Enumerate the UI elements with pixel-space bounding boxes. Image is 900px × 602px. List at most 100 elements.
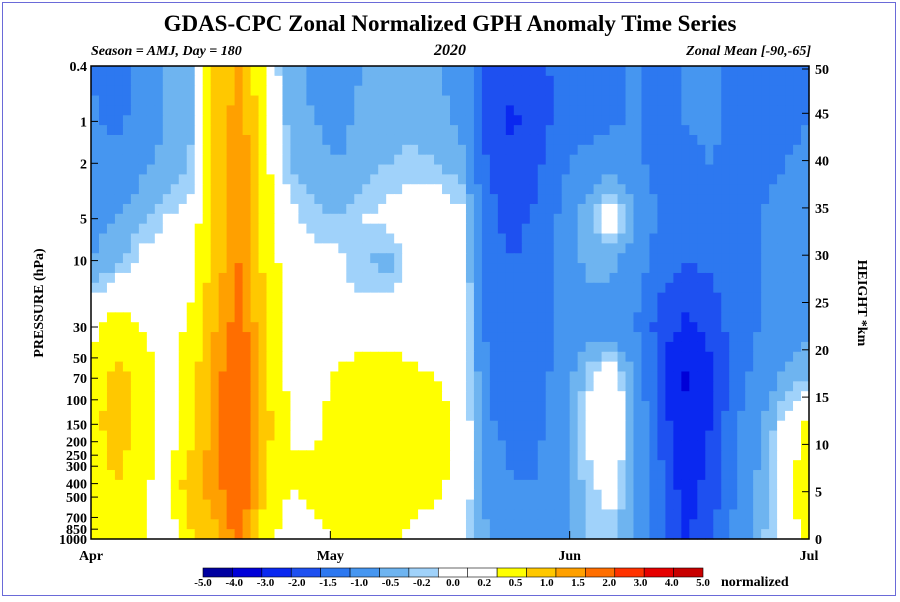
heatmap-cell xyxy=(162,213,172,225)
heatmap-cell xyxy=(617,125,627,136)
heatmap-cell xyxy=(513,401,523,412)
heatmap-cell xyxy=(673,440,682,451)
heatmap-cell xyxy=(497,509,507,520)
heatmap-cell xyxy=(450,75,459,87)
heatmap-cell xyxy=(154,85,164,97)
heatmap-cell xyxy=(609,134,619,146)
heatmap-cell xyxy=(378,420,387,432)
heatmap-cell xyxy=(577,519,587,530)
heatmap-cell xyxy=(330,243,339,254)
heatmap-cell xyxy=(641,194,651,205)
heatmap-cell xyxy=(418,410,427,422)
heatmap-cell xyxy=(426,312,435,323)
heatmap-cell xyxy=(577,174,587,185)
heatmap-cell xyxy=(442,125,451,136)
heatmap-cell xyxy=(386,361,395,373)
heatmap-cell xyxy=(170,213,180,225)
heatmap-cell xyxy=(577,509,587,520)
heatmap-cell xyxy=(801,85,810,97)
heatmap-cell xyxy=(465,253,475,264)
heatmap-cell xyxy=(505,105,515,116)
heatmap-cell xyxy=(114,243,124,254)
heatmap-cell xyxy=(601,125,611,136)
heatmap-cell xyxy=(625,440,635,451)
heatmap-cell xyxy=(697,430,706,442)
heatmap-cell xyxy=(601,509,611,520)
heatmap-cell xyxy=(186,174,196,185)
heatmap-cell xyxy=(418,144,427,156)
heatmap-cell xyxy=(130,134,140,146)
heatmap-cell xyxy=(705,213,714,225)
heatmap-cell xyxy=(91,420,100,432)
heatmap-cell xyxy=(338,440,347,451)
heatmap-cell xyxy=(593,243,603,254)
y-tick-label: 300 xyxy=(66,460,87,475)
heatmap-cell xyxy=(218,479,228,491)
heatmap-cell xyxy=(681,479,690,491)
heatmap-cell xyxy=(569,391,579,402)
heatmap-cell xyxy=(689,85,698,97)
heatmap-cell xyxy=(170,430,180,442)
heatmap-cell xyxy=(705,489,714,501)
heatmap-cell xyxy=(521,489,531,501)
heatmap-cell xyxy=(314,410,323,422)
heatmap-cell xyxy=(481,95,491,107)
heatmap-cell xyxy=(266,253,276,264)
heatmap-cell xyxy=(298,154,307,166)
heatmap-cell xyxy=(569,223,579,235)
heatmap-cell xyxy=(154,144,164,156)
heatmap-cell xyxy=(242,253,252,264)
heatmap-cell xyxy=(545,282,555,294)
heatmap-cell xyxy=(521,529,531,540)
heatmap-cell xyxy=(266,479,276,491)
heatmap-cell xyxy=(649,529,659,540)
heatmap-cell xyxy=(641,164,651,175)
heatmap-cell xyxy=(98,470,108,481)
heatmap-cell xyxy=(250,253,260,264)
heatmap-cell xyxy=(585,115,595,126)
heatmap-cell xyxy=(106,272,116,284)
heatmap-cell xyxy=(98,450,108,461)
heatmap-cell xyxy=(442,430,451,442)
heatmap-cell xyxy=(114,361,124,373)
heatmap-cell xyxy=(465,66,475,77)
heatmap-cell xyxy=(505,233,515,244)
heatmap-cell xyxy=(729,164,738,175)
heatmap-cell xyxy=(769,381,778,392)
heatmap-cell xyxy=(497,272,507,284)
heatmap-cell xyxy=(282,292,292,304)
heatmap-cell xyxy=(505,519,515,530)
heatmap-cell xyxy=(346,233,355,244)
heatmap-cell xyxy=(274,479,284,491)
heatmap-cell xyxy=(793,460,802,471)
heatmap-cell xyxy=(577,410,587,422)
heatmap-cell xyxy=(450,292,459,304)
heatmap-cell xyxy=(777,499,786,511)
heatmap-cell xyxy=(410,194,419,205)
heatmap-cell xyxy=(258,253,268,264)
colorbar-tick-label: -1.0 xyxy=(351,577,369,589)
heatmap-cell xyxy=(529,253,539,264)
heatmap-cell xyxy=(785,105,794,116)
heatmap-cell xyxy=(402,460,411,471)
heatmap-cell xyxy=(442,164,451,175)
heatmap-cell xyxy=(641,243,651,254)
heatmap-cell xyxy=(529,194,539,205)
heatmap-cell xyxy=(513,125,523,136)
heatmap-cell xyxy=(226,519,236,530)
heatmap-cell xyxy=(122,164,132,175)
heatmap-cell xyxy=(801,253,810,264)
heatmap-cell xyxy=(154,164,164,175)
heatmap-cell xyxy=(210,341,220,353)
heatmap-cell xyxy=(593,253,603,264)
heatmap-cell xyxy=(138,174,148,185)
heatmap-cell xyxy=(130,420,140,432)
heatmap-cell xyxy=(266,75,276,87)
heatmap-cell xyxy=(450,115,459,126)
heatmap-cell xyxy=(601,519,611,530)
heatmap-cell xyxy=(162,351,172,363)
heatmap-cell xyxy=(154,243,164,254)
heatmap-cell xyxy=(657,95,666,107)
heatmap-cell xyxy=(649,105,659,116)
heatmap-cell xyxy=(521,125,531,136)
